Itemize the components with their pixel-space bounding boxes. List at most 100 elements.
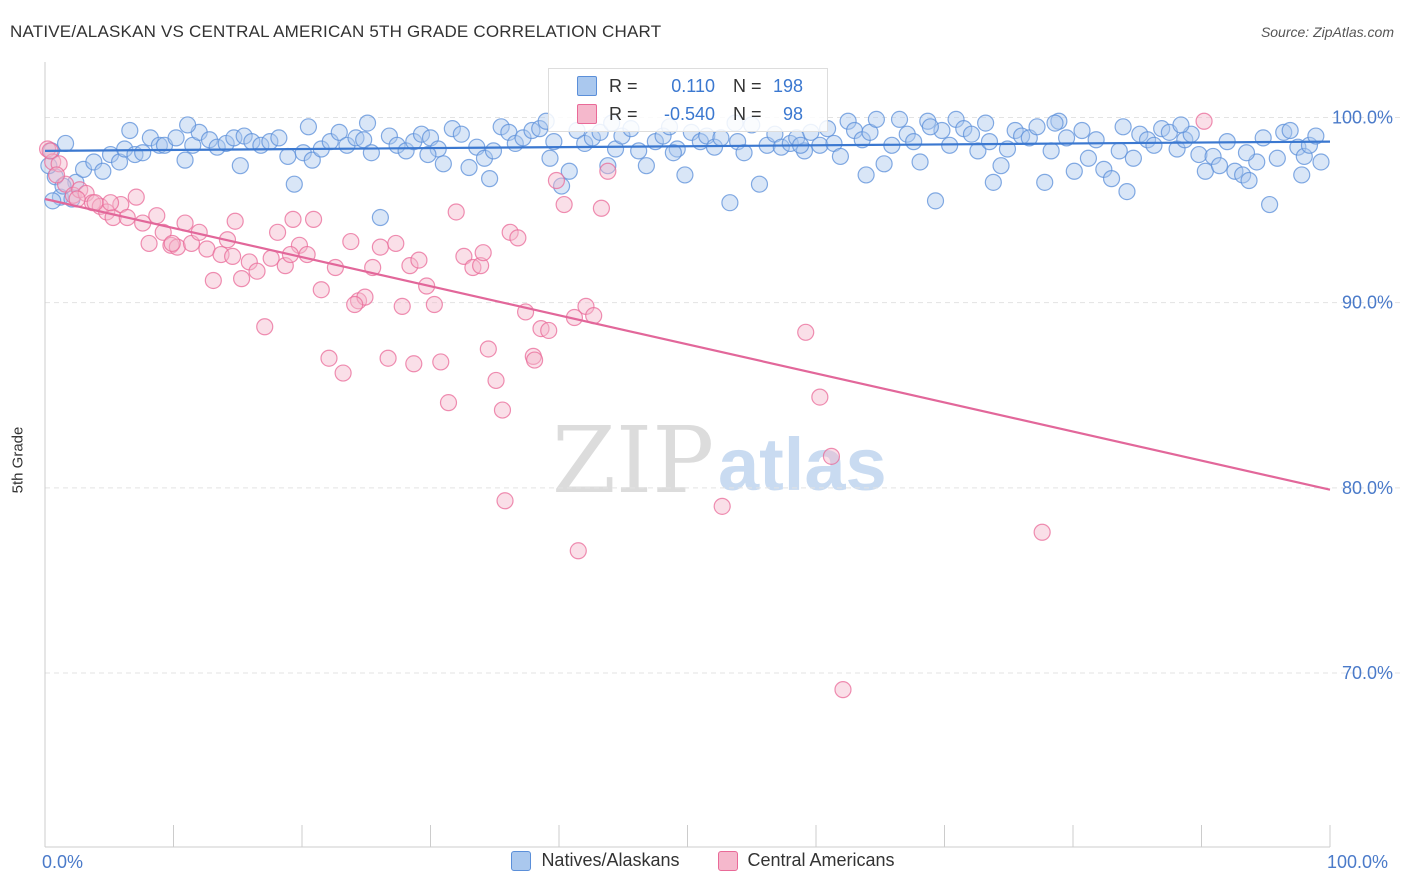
natives-point (1190, 145, 1208, 164)
legend-swatch-blue (511, 850, 532, 871)
natives-point (1057, 129, 1076, 147)
natives-point (992, 157, 1010, 175)
stats-n-label: N = (733, 103, 762, 124)
natives-point (1237, 144, 1256, 162)
natives-point (299, 118, 318, 136)
axes (44, 62, 1331, 848)
central-point (447, 203, 465, 221)
natives-point (1110, 142, 1128, 160)
natives-point (358, 114, 377, 132)
stats-row-natives: R = 0.110 N = 198 (549, 73, 827, 99)
central-point (797, 323, 815, 341)
stats-n-value: 198 (772, 75, 803, 96)
legend-label-central: Central Americans (747, 850, 895, 870)
y-tick-label: 70.0% (1342, 663, 1393, 683)
central-point (496, 492, 514, 510)
natives-point (560, 162, 578, 180)
natives-point (110, 153, 129, 171)
natives-point (637, 157, 655, 175)
natives-point (1307, 127, 1325, 145)
natives-point (371, 208, 389, 227)
natives-point (208, 138, 226, 156)
natives-point (545, 133, 563, 151)
natives-point (867, 110, 885, 128)
natives-point (1114, 118, 1132, 136)
natives-point (1204, 147, 1222, 166)
central-point (425, 295, 443, 314)
central-point (77, 184, 95, 203)
natives-point (599, 157, 617, 175)
central-point (1195, 112, 1213, 130)
natives-point (176, 151, 194, 169)
natives-point (1268, 149, 1286, 167)
central-point (276, 257, 294, 275)
natives-point (676, 166, 694, 184)
natives-point (279, 147, 297, 166)
natives-point (452, 125, 470, 143)
legend-label-natives: Natives/Alaskans (541, 850, 680, 870)
central-point (393, 297, 411, 315)
central-point (547, 171, 566, 190)
natives-point (231, 157, 249, 175)
natives-point (1275, 123, 1293, 141)
central-point (540, 321, 558, 340)
central-point (312, 281, 330, 299)
central-point (401, 257, 419, 275)
central-point (713, 497, 731, 515)
central-point (405, 355, 423, 373)
central-point (479, 340, 497, 358)
central-point (555, 195, 573, 214)
natives-point (167, 129, 185, 147)
central-point (811, 388, 829, 406)
central-point (387, 234, 405, 253)
central-point (455, 247, 473, 265)
legend-item-central[interactable]: Central Americans (717, 850, 895, 871)
natives-point (270, 129, 288, 147)
natives-point (905, 133, 923, 151)
stats-r-label: R = (609, 75, 638, 96)
natives-point (1172, 116, 1190, 134)
natives-point (750, 175, 769, 193)
central-point (346, 295, 364, 314)
natives-point (85, 153, 103, 171)
central-point (822, 447, 841, 465)
central-point (371, 238, 389, 256)
natives-point (1295, 147, 1313, 166)
natives-point (134, 144, 152, 162)
natives-point (1036, 173, 1054, 191)
central-point (592, 199, 611, 217)
natives-point (630, 142, 648, 160)
watermark: ZIP atlas (552, 407, 887, 514)
legend-swatch-pink (717, 850, 738, 871)
natives-point (303, 151, 321, 169)
central-point (50, 155, 68, 173)
chart-title: NATIVE/ALASKAN VS CENTRAL AMERICAN 5TH G… (10, 22, 662, 41)
natives-point (1145, 136, 1163, 154)
natives-point (116, 140, 134, 158)
watermark-zip: ZIP (552, 407, 714, 514)
central-point (439, 394, 458, 412)
natives-point (857, 166, 875, 184)
central-point (140, 234, 158, 253)
natives-point (1042, 142, 1060, 160)
stats-n-value: 98 (782, 103, 803, 124)
central-point (472, 257, 490, 275)
natives-point (911, 153, 929, 171)
stats-legend-box: R = 0.110 N = 198 R = -0.540 N = 98 (548, 68, 828, 132)
y-tick-label: 80.0% (1342, 478, 1393, 498)
central-point (834, 681, 852, 699)
legend: Natives/Alaskans Central Americans (0, 850, 1406, 871)
natives-point (1124, 149, 1142, 167)
natives-point (984, 173, 1002, 191)
series-natives-alaskans (40, 110, 1330, 227)
legend-item-natives[interactable]: Natives/Alaskans (511, 850, 680, 871)
natives-point (121, 121, 139, 140)
central-point (224, 247, 242, 265)
central-point (410, 251, 428, 269)
natives-point (1240, 171, 1258, 190)
natives-point (481, 170, 499, 188)
central-point (233, 270, 251, 288)
central-point (569, 542, 587, 560)
stats-r-value: 0.110 (671, 75, 715, 96)
central-point (432, 353, 450, 371)
